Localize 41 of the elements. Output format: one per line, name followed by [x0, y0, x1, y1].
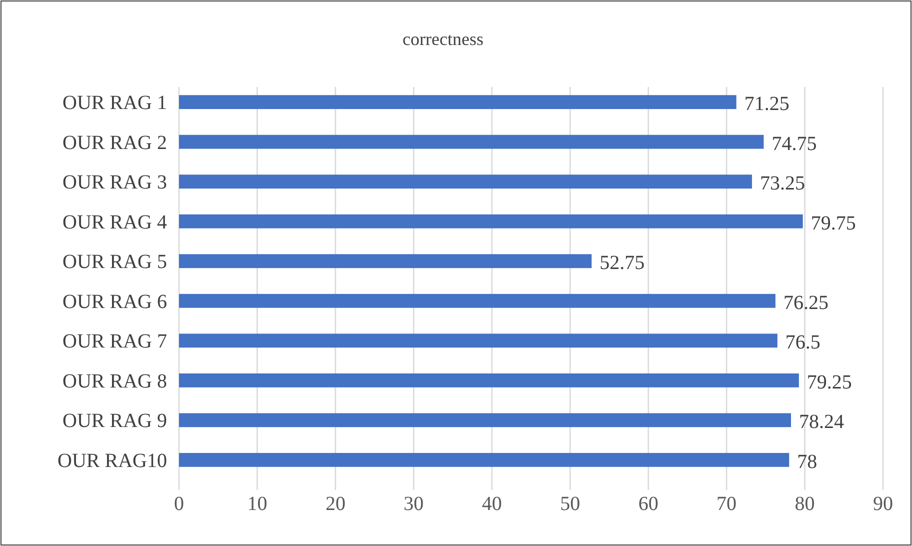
chart-title: correctness — [402, 29, 484, 49]
data-label: 79.25 — [806, 371, 852, 394]
y-tick-label: OUR RAG 2 — [62, 132, 167, 154]
y-tick-label: OUR RAG 6 — [62, 290, 167, 313]
data-label: 52.75 — [600, 252, 645, 274]
bar — [179, 452, 790, 467]
data-label: 79.75 — [810, 212, 856, 234]
bar — [179, 134, 764, 149]
y-tick-label: OUR RAG 7 — [62, 330, 167, 353]
bar — [179, 174, 752, 189]
bar — [179, 294, 776, 308]
bar — [179, 373, 799, 388]
data-label: 78 — [797, 450, 818, 473]
x-tick-label: 0 — [174, 493, 184, 515]
x-tick-label: 30 — [404, 493, 424, 515]
x-tick-label: 10 — [247, 493, 268, 515]
bar — [179, 254, 592, 268]
y-tick-label: OUR RAG10 — [58, 450, 167, 472]
data-label: 74.75 — [772, 132, 817, 155]
data-label: 71.25 — [744, 93, 790, 116]
data-label: 78.24 — [799, 411, 844, 434]
bar — [179, 334, 778, 348]
x-tick-label: 90 — [873, 493, 893, 515]
y-tick-label: OUR RAG 9 — [62, 410, 167, 432]
data-label: 76.5 — [785, 332, 820, 354]
x-tick-label: 80 — [794, 493, 815, 515]
x-tick-label: 20 — [325, 493, 346, 515]
x-tick-label: 40 — [482, 493, 502, 515]
y-tick-label: OUR RAG 4 — [62, 211, 167, 234]
x-tick-label: 70 — [716, 493, 737, 515]
y-tick-label: OUR RAG 5 — [62, 251, 167, 274]
bar — [179, 95, 736, 110]
x-tick-label: 60 — [638, 493, 658, 515]
y-tick-label: OUR RAG 1 — [62, 92, 167, 114]
y-tick-label: OUR RAG 8 — [62, 370, 167, 392]
data-label: 73.25 — [760, 172, 805, 195]
data-label: 76.25 — [783, 292, 828, 314]
bar — [179, 214, 803, 228]
x-tick-label: 50 — [560, 493, 580, 515]
y-tick-label: OUR RAG 3 — [62, 172, 167, 194]
bar — [179, 413, 792, 428]
